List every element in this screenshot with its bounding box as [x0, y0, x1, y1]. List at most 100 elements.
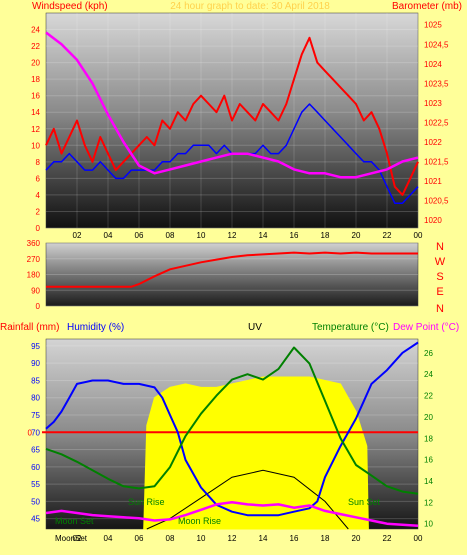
time-tick-label: 00	[414, 231, 423, 240]
barometer-axis-title: Barometer (mb)	[392, 1, 462, 12]
barometer-tick-label: 1020,5	[424, 197, 449, 206]
barometer-tick-label: 1020	[424, 216, 442, 225]
time-tick-label-bottom: 10	[197, 534, 206, 543]
sun-rise-label: Sun Rise	[128, 497, 165, 507]
rainfall-tick-label: 0	[28, 428, 33, 437]
direction-tick-label: 270	[27, 255, 41, 264]
humidity-tick-label: 90	[31, 359, 40, 368]
windspeed-tick-label: 14	[31, 108, 40, 117]
rainfall-axis-title: Rainfall (mm)	[0, 322, 59, 333]
humidity-tick-label: 85	[31, 376, 40, 385]
temperature-tick-label: 22	[424, 392, 433, 401]
time-tick-label: 06	[135, 231, 144, 240]
windspeed-series-line	[45, 36, 419, 196]
dewpoint-axis-title: Dew Point (°C)	[393, 322, 459, 333]
time-tick-label: 18	[321, 231, 330, 240]
windspeed-tick-label: 12	[31, 125, 40, 134]
time-tick-label: 14	[259, 231, 268, 240]
humidity-tick-label: 70	[31, 428, 40, 437]
temperature-tick-label: 14	[424, 477, 433, 486]
temperature-tick-label: 26	[424, 349, 433, 358]
moon-set-label-bottom: MoonSet	[55, 534, 88, 543]
compass-n-top: N	[436, 241, 444, 253]
compass-labels: N W S E N	[435, 241, 446, 315]
direction-tick-label: 360	[27, 239, 41, 248]
time-tick-label-bottom: 18	[321, 534, 330, 543]
wind-direction-series-line	[46, 251, 418, 288]
time-tick-label-bottom: 00	[414, 534, 423, 543]
windspeed-tick-label: 18	[31, 75, 40, 84]
humidity-tick-label: 50	[31, 497, 40, 506]
time-tick-label: 10	[197, 231, 206, 240]
time-tick-label: 12	[228, 231, 237, 240]
temperature-tick-label: 18	[424, 434, 433, 443]
compass-e: E	[436, 286, 443, 298]
time-tick-label-bottom: 02	[73, 534, 82, 543]
sun-set-label: Sun Set	[348, 497, 381, 507]
temperature-tick-label: 12	[424, 498, 433, 507]
time-tick-label: 20	[352, 231, 361, 240]
barometer-series-line	[45, 31, 419, 179]
barometer-tick-label: 1021,5	[424, 158, 449, 167]
temperature-tick-label: 16	[424, 456, 433, 465]
humidity-series-line	[45, 341, 419, 517]
temperature-tick-label: 24	[424, 370, 433, 379]
solar-series-line	[146, 469, 349, 530]
windspeed-tick-label: 6	[36, 174, 41, 183]
uv-axis-title: UV	[248, 322, 262, 333]
barometer-tick-label: 1023,5	[424, 79, 449, 88]
time-tick-label: 08	[166, 231, 175, 240]
barometer-tick-label: 1024,5	[424, 40, 449, 49]
humidity-axis-title: Humidity (%)	[67, 322, 124, 333]
barometer-tick-label: 1022	[424, 138, 442, 147]
humidity-tick-label: 65	[31, 446, 40, 455]
humidity-tick-label: 80	[31, 394, 40, 403]
windspeed-tick-label: 22	[31, 42, 40, 51]
windspeed-tick-label: 24	[31, 26, 40, 35]
compass-w: W	[435, 256, 446, 268]
barometer-tick-label: 1021	[424, 177, 442, 186]
windspeed-tick-label: 8	[36, 158, 41, 167]
windspeed-axis-title: Windspeed (kph)	[32, 1, 108, 12]
windspeed-tick-label: 2	[36, 207, 41, 216]
temperature-tick-label: 10	[424, 520, 433, 529]
humidity-tick-label: 45	[31, 515, 40, 524]
direction-tick-label: 180	[27, 271, 41, 280]
time-tick-label: 16	[290, 231, 299, 240]
humidity-tick-label: 95	[31, 342, 40, 351]
time-tick-label-bottom: 08	[166, 534, 175, 543]
direction-tick-label: 0	[36, 302, 41, 311]
time-tick-label: 22	[383, 231, 392, 240]
compass-s: S	[436, 271, 443, 283]
humidity-tick-label: 55	[31, 480, 40, 489]
time-tick-label: 02	[73, 231, 82, 240]
windspeed-tick-label: 4	[36, 191, 41, 200]
time-tick-label-bottom: 20	[352, 534, 361, 543]
dewpoint-series-line	[45, 501, 419, 528]
time-tick-label-bottom: 04	[104, 534, 113, 543]
moon-set-label-top: Moon Set	[55, 516, 94, 526]
barometer-tick-label: 1025	[424, 21, 442, 30]
temperature-tick-label: 20	[424, 413, 433, 422]
windspeed-tick-label: 0	[36, 224, 41, 233]
windspeed-tick-label: 10	[31, 141, 40, 150]
time-tick-label: 04	[104, 231, 113, 240]
time-tick-label-bottom: 16	[290, 534, 299, 543]
time-tick-label-bottom: 22	[383, 534, 392, 543]
moon-rise-label: Moon Rise	[178, 516, 221, 526]
direction-tick-label: 90	[31, 286, 40, 295]
time-tick-label-bottom: 14	[259, 534, 268, 543]
barometer-tick-label: 1022,5	[424, 118, 449, 127]
astro-annotations: Moon Set Sun Rise Moon Rise Sun Set	[55, 497, 381, 526]
barometer-tick-label: 1023	[424, 99, 442, 108]
temperature-series-line	[45, 346, 419, 495]
windspeed-tick-label: 16	[31, 92, 40, 101]
temperature-axis-title: Temperature (°C)	[312, 322, 389, 333]
humidity-tick-label: 75	[31, 411, 40, 420]
humidity-tick-label: 60	[31, 463, 40, 472]
time-tick-label-bottom: 06	[135, 534, 144, 543]
chart-title: 24 hour graph to date: 30 April 2018	[170, 1, 330, 12]
compass-n-bottom: N	[436, 303, 444, 315]
windspeed-tick-label: 20	[31, 59, 40, 68]
